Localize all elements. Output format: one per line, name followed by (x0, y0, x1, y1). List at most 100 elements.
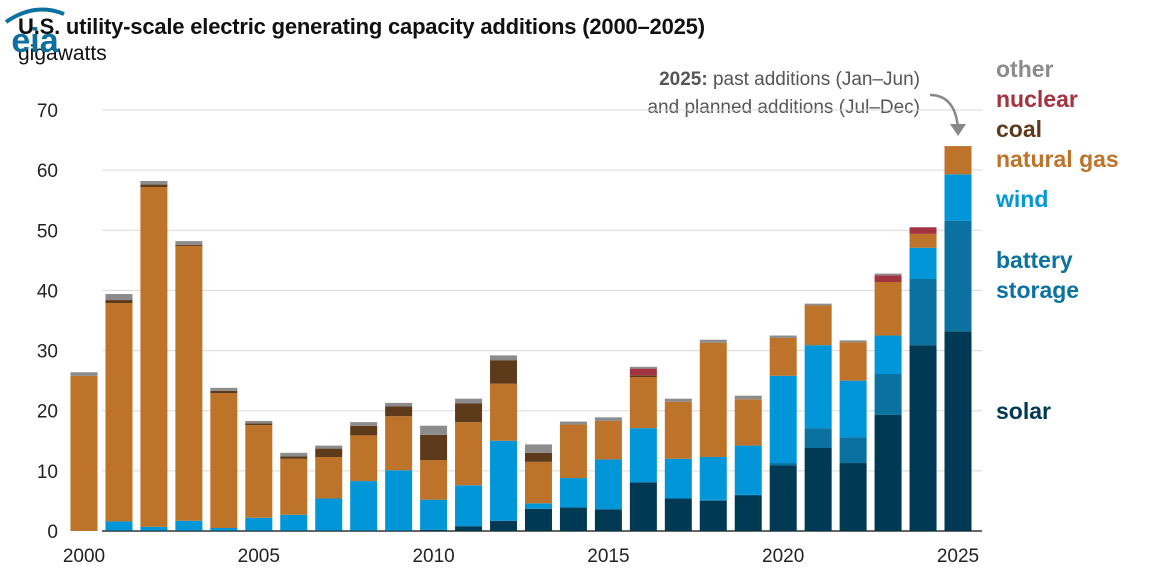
bar-nuclear-2024 (909, 227, 937, 234)
bar-battery-storage-2020 (769, 463, 797, 466)
bar-solar-2006 (280, 530, 308, 531)
legend-item-solar: solar (996, 398, 1051, 424)
bar-natural-gas-2016 (629, 377, 657, 429)
bar-coal-2009 (385, 406, 413, 417)
bar-stack-2001 (105, 294, 133, 531)
bar-wind-2012 (490, 440, 518, 521)
legend-item-wind: wind (996, 186, 1049, 212)
bar-natural-gas-2014 (559, 424, 587, 479)
bar-battery-storage-2018 (699, 499, 727, 501)
bar-solar-2005 (245, 530, 273, 531)
bar-stack-2012 (490, 355, 518, 531)
bar-other-2006 (280, 452, 308, 457)
bar-stack-2020 (769, 335, 797, 531)
bar-stack-2021 (804, 303, 832, 531)
bar-other-2022 (839, 340, 867, 343)
bar-coal-2013 (524, 452, 552, 462)
y-tick-label: 30 (37, 342, 58, 363)
bar-wind-2002 (140, 526, 168, 531)
bar-stack-2015 (594, 417, 622, 531)
bar-natural-gas-2012 (490, 383, 518, 441)
bar-coal-2001 (105, 300, 133, 304)
bar-battery-storage-2025 (944, 220, 972, 332)
bar-natural-gas-2008 (350, 435, 378, 482)
bar-other-2000 (70, 372, 98, 376)
bar-wind-2021 (804, 345, 832, 429)
bar-natural-gas-2004 (210, 393, 238, 528)
bar-solar-2022 (839, 463, 867, 531)
bar-natural-gas-2023 (874, 282, 902, 336)
bar-coal-2011 (455, 403, 483, 423)
bar-wind-2019 (734, 445, 762, 495)
bar-other-2011 (455, 398, 483, 404)
legend-item-battery-storage-2: storage (996, 277, 1080, 303)
bar-solar-2020 (769, 465, 797, 531)
bar-other-2023 (874, 273, 902, 276)
annotation-line2: and planned additions (Jul–Dec) (647, 97, 920, 118)
bar-solar-2001 (105, 530, 133, 531)
bar-natural-gas-2021 (804, 305, 832, 346)
y-tick-label: 40 (37, 281, 58, 302)
bar-stack-2002 (140, 180, 168, 531)
bar-coal-2016 (629, 375, 657, 378)
y-axis-ticks: 0 10 20 30 40 50 60 70 (37, 101, 58, 543)
bar-solar-2016 (629, 482, 657, 531)
bar-other-2005 (245, 420, 273, 424)
bar-battery-storage-2019 (734, 494, 762, 496)
bar-natural-gas-2003 (175, 245, 203, 521)
bar-stack-2009 (385, 402, 413, 531)
bar-solar-2011 (455, 526, 483, 531)
x-tick-label: 2015 (587, 546, 629, 567)
bar-coal-2012 (490, 360, 518, 384)
bar-other-2002 (140, 180, 168, 185)
bar-other-2020 (769, 335, 797, 338)
bar-coal-2010 (420, 434, 448, 461)
bar-solar-2013 (524, 508, 552, 531)
bar-natural-gas-2017 (664, 401, 692, 459)
bar-battery-storage-2024 (909, 279, 937, 346)
chart-subtitle: gigawatts (18, 42, 107, 65)
y-tick-label: 70 (37, 101, 58, 122)
bar-other-2016 (629, 366, 657, 369)
annotation-2025: 2025: past additions (Jan–Jun) and plann… (647, 66, 920, 122)
bar-natural-gas-2006 (280, 458, 308, 515)
bar-wind-2008 (350, 481, 378, 531)
bar-coal-2003 (175, 244, 203, 246)
y-tick-label: 0 (47, 522, 58, 543)
bar-other-2017 (664, 398, 692, 402)
bar-wind-2014 (559, 478, 587, 508)
bar-natural-gas-2018 (699, 342, 727, 458)
legend-item-natural-gas: natural gas (996, 146, 1119, 172)
bar-solar-2025 (944, 331, 972, 531)
bar-wind-2009 (385, 470, 413, 531)
bar-natural-gas-2001 (105, 303, 133, 522)
bar-wind-2016 (629, 428, 657, 483)
bar-wind-2010 (420, 499, 448, 530)
legend-item-nuclear: nuclear (996, 86, 1078, 112)
bar-coal-2002 (140, 184, 168, 187)
bar-solar-2007 (315, 530, 343, 531)
logo-swoosh-icon (4, 7, 65, 24)
y-tick-label: 50 (37, 221, 58, 242)
bar-stack-2019 (734, 395, 762, 531)
bar-natural-gas-2015 (594, 420, 622, 460)
bar-other-2013 (524, 444, 552, 453)
bar-coal-2005 (245, 423, 273, 426)
bar-stack-2008 (350, 422, 378, 531)
bar-natural-gas-2005 (245, 425, 273, 518)
x-tick-label: 2010 (412, 546, 454, 567)
bar-stack-2011 (455, 398, 483, 531)
bar-other-2001 (105, 294, 133, 301)
annotation-arrowhead (950, 124, 966, 136)
bar-battery-storage-2023 (874, 374, 902, 415)
bar-solar-2014 (559, 507, 587, 531)
chart-title: U.S. utility-scale electric generating c… (18, 14, 705, 39)
bar-solar-2012 (490, 520, 518, 531)
bar-stack-2017 (664, 398, 692, 531)
bar-natural-gas-2011 (455, 422, 483, 486)
bar-solar-2024 (909, 345, 937, 531)
bar-coal-2004 (210, 390, 238, 394)
bar-natural-gas-2019 (734, 399, 762, 446)
bar-natural-gas-2002 (140, 186, 168, 527)
